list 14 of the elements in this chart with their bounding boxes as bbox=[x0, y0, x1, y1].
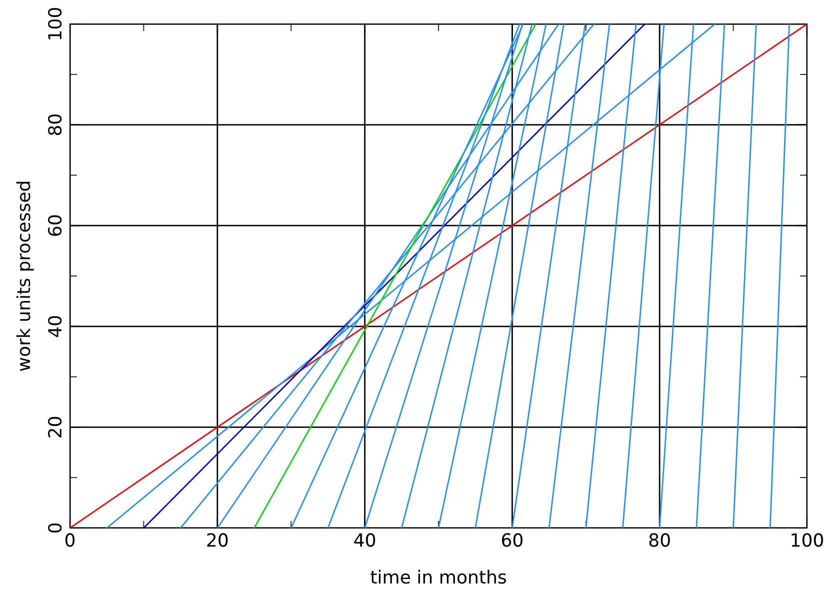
x-tick-label: 20 bbox=[207, 533, 228, 547]
y-tick-label: 100 bbox=[48, 8, 62, 40]
x-tick-label: 60 bbox=[502, 533, 522, 547]
y-tick-label: 0 bbox=[48, 523, 62, 533]
y-tick-label: 60 bbox=[48, 215, 62, 236]
x-tick-label: 100 bbox=[792, 533, 824, 547]
y-axis-title: work units processed bbox=[16, 182, 34, 371]
y-tick-label: 80 bbox=[48, 114, 62, 136]
x-tick-label: 40 bbox=[354, 533, 376, 547]
x-axis-title: time in months bbox=[370, 570, 506, 584]
x-tick-label: 0 bbox=[65, 533, 75, 547]
y-tick-label: 20 bbox=[48, 416, 62, 438]
y-tick-label: 40 bbox=[48, 316, 62, 338]
x-tick-label: 80 bbox=[649, 533, 670, 547]
